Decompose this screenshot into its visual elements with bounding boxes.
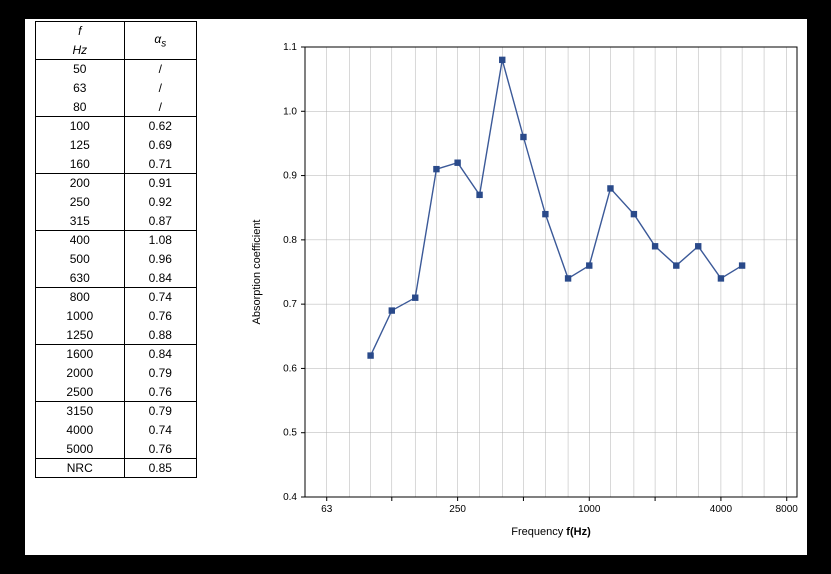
table-cell-freq: 250 [36,193,125,212]
table-cell-alpha: 0.74 [124,288,196,307]
data-marker [476,192,482,198]
data-marker [673,262,679,268]
table-cell-alpha: 0.76 [124,440,196,459]
table-cell-freq: 315 [36,212,125,231]
x-tick-label: 63 [321,504,333,515]
table-cell-alpha: 0.62 [124,117,196,136]
y-tick-label: 1.0 [283,106,297,117]
x-tick-label: 8000 [776,504,799,515]
x-tick-label: 4000 [710,504,733,515]
table-cell-alpha: 0.69 [124,136,196,155]
table-cell-alpha: 0.84 [124,269,196,288]
table-cell-alpha: 0.92 [124,193,196,212]
data-marker [718,275,724,281]
table-cell-freq: 80 [36,98,125,117]
y-tick-label: 0.4 [283,492,297,503]
table-cell-alpha: / [124,79,196,98]
table-cell-alpha: 0.88 [124,326,196,345]
table-cell-freq: 100 [36,117,125,136]
table-cell-alpha: 0.79 [124,364,196,383]
data-marker [520,134,526,140]
page: fαsHz50/63/80/1000.621250.691600.712000.… [24,18,808,556]
table-cell-freq: 3150 [36,402,125,421]
table-footer-value: 0.85 [124,459,196,478]
y-tick-label: 0.7 [283,299,297,310]
table-cell-freq: 5000 [36,440,125,459]
data-marker [631,211,637,217]
x-axis-label: Frequency f(Hz) [511,526,591,538]
data-marker [412,295,418,301]
data-marker [454,160,460,166]
table-header-hz: Hz [36,41,125,60]
y-tick-label: 0.6 [283,363,297,374]
y-axis-label: Absorption coefficient [251,220,263,325]
table-cell-freq: 800 [36,288,125,307]
table-cell-alpha: 0.96 [124,250,196,269]
table-cell-alpha: 0.79 [124,402,196,421]
table-cell-alpha: 0.87 [124,212,196,231]
table-footer-nrc: NRC [36,459,125,478]
data-marker [695,243,701,249]
data-marker [652,243,658,249]
table-cell-freq: 400 [36,231,125,250]
data-marker [367,352,373,358]
table-cell-alpha: 1.08 [124,231,196,250]
y-tick-label: 0.5 [283,428,297,439]
y-tick-label: 0.9 [283,171,297,182]
data-marker [586,262,592,268]
table-cell-alpha: 0.76 [124,307,196,326]
data-marker [542,211,548,217]
data-marker [607,185,613,191]
table-cell-freq: 125 [36,136,125,155]
table-cell-freq: 500 [36,250,125,269]
series-line [371,60,743,356]
table-cell-freq: 2500 [36,383,125,402]
table-cell-freq: 63 [36,79,125,98]
table-cell-freq: 50 [36,60,125,79]
table-cell-freq: 4000 [36,421,125,440]
table-cell-alpha: 0.91 [124,174,196,193]
table-cell-alpha: / [124,60,196,79]
table-cell-freq: 1600 [36,345,125,364]
absorption-chart: 0.4 0.5 0.6 0.7 0.8 0.9 1.0 1.1 63 250 1000 4000 800… [225,27,805,551]
table-cell-freq: 1250 [36,326,125,345]
table-cell-freq: 200 [36,174,125,193]
table-cell-freq: 1000 [36,307,125,326]
table-header-alpha: αs [124,22,196,60]
data-table: fαsHz50/63/80/1000.621250.691600.712000.… [35,21,197,478]
table-header-f: f [36,22,125,41]
table-cell-freq: 630 [36,269,125,288]
table-cell-alpha: 0.74 [124,421,196,440]
data-marker [433,166,439,172]
axis-box [305,47,797,497]
table-cell-freq: 160 [36,155,125,174]
table-cell-alpha: 0.76 [124,383,196,402]
data-marker [739,262,745,268]
data-marker [499,57,505,63]
data-marker [565,275,571,281]
x-tick-label: 1000 [578,504,601,515]
y-tick-label: 0.8 [283,235,297,246]
x-tick-label: 250 [449,504,466,515]
y-tick-label: 1.1 [283,42,297,53]
table-cell-freq: 2000 [36,364,125,383]
data-marker [389,307,395,313]
table-cell-alpha: 0.71 [124,155,196,174]
table-cell-alpha: / [124,98,196,117]
table-cell-alpha: 0.84 [124,345,196,364]
